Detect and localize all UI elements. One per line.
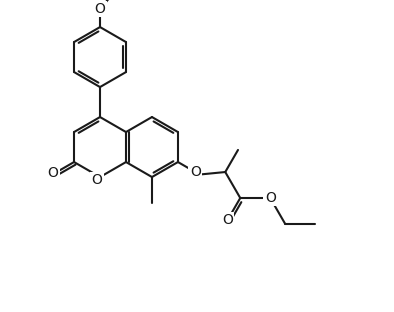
- Text: O: O: [95, 2, 106, 16]
- Text: O: O: [265, 191, 276, 205]
- Text: O: O: [48, 166, 58, 180]
- Text: O: O: [222, 213, 233, 227]
- Text: O: O: [190, 165, 201, 179]
- Text: O: O: [91, 173, 102, 187]
